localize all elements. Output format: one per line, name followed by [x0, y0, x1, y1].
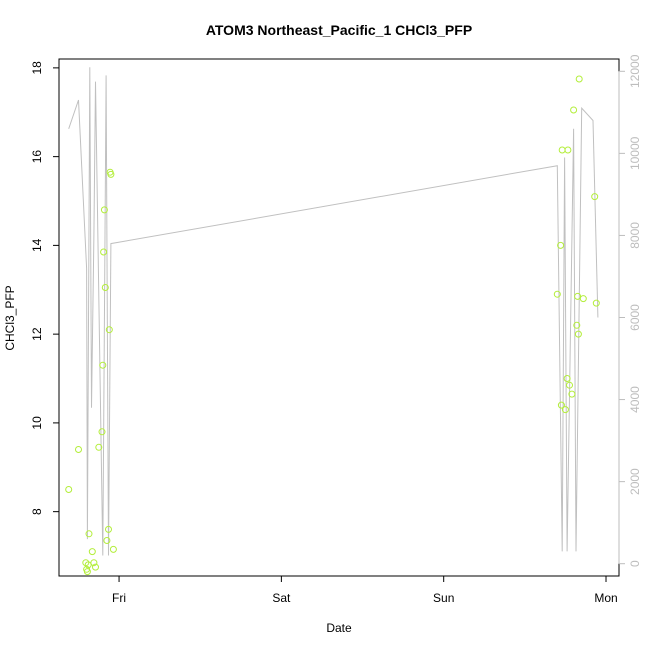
chart-title: ATOM3 Northeast_Pacific_1 CHCl3_PFP: [206, 22, 472, 38]
data-point: [579, 295, 587, 303]
data-point: [566, 381, 573, 389]
x-axis-label: Date: [326, 621, 352, 635]
right-tick-label: 0: [628, 560, 642, 567]
right-tick-label: 2000: [628, 468, 642, 495]
right-tick-label: 10000: [628, 136, 642, 170]
data-point: [83, 568, 91, 576]
data-point: [98, 428, 106, 436]
data-point: [563, 375, 571, 382]
data-point: [99, 361, 107, 369]
left-y-axis: 8 10 12 14 16 18: [30, 61, 59, 515]
data-point: [561, 406, 569, 414]
data-point: [564, 146, 572, 154]
data-point: [95, 443, 103, 451]
data-point: [557, 401, 565, 409]
left-tick-label: 16: [30, 150, 44, 164]
data-point: [105, 525, 112, 533]
x-axis: Fri Sat Sun Mon: [112, 575, 618, 605]
data-point: [557, 241, 565, 249]
data-point: [75, 446, 82, 453]
left-tick-label: 12: [30, 327, 44, 341]
x-tick-label: Sat: [272, 591, 291, 605]
series-line: [68, 67, 599, 556]
right-tick-label: 12000: [628, 54, 642, 88]
line-series: [68, 67, 599, 556]
data-point: [105, 326, 113, 334]
point-series: [65, 75, 600, 576]
data-point: [109, 545, 117, 553]
right-tick-label: 4000: [628, 386, 642, 413]
y-axis-label: CHCl3_PFP: [3, 285, 17, 350]
right-tick-label: 8000: [628, 222, 642, 249]
data-point: [100, 206, 108, 214]
data-point: [591, 193, 599, 201]
data-point: [85, 530, 93, 538]
data-point: [101, 284, 109, 291]
left-tick-label: 18: [30, 61, 44, 75]
data-point: [568, 390, 576, 398]
data-point: [65, 486, 73, 493]
data-point: [88, 548, 96, 556]
plot-frame: [58, 58, 620, 577]
x-tick-label: Sun: [433, 591, 454, 605]
right-tick-label: 6000: [628, 304, 642, 331]
data-point: [100, 248, 108, 256]
data-point: [592, 299, 600, 307]
data-point: [107, 170, 115, 178]
data-point: [573, 321, 581, 329]
x-tick-label: Fri: [112, 591, 126, 605]
left-tick-label: 10: [30, 416, 44, 430]
data-point: [558, 146, 566, 154]
x-tick-label: Mon: [594, 591, 617, 605]
left-tick-label: 8: [30, 508, 44, 515]
data-point: [570, 106, 578, 114]
data-point: [90, 559, 98, 567]
data-point: [92, 563, 99, 571]
data-point: [574, 330, 582, 338]
data-point: [575, 75, 583, 83]
data-point: [82, 559, 90, 567]
right-y-axis: 0 2000 4000 6000 8000 10000 12000: [618, 54, 642, 567]
left-tick-label: 14: [30, 238, 44, 252]
data-point: [553, 290, 561, 298]
data-point: [103, 537, 111, 544]
